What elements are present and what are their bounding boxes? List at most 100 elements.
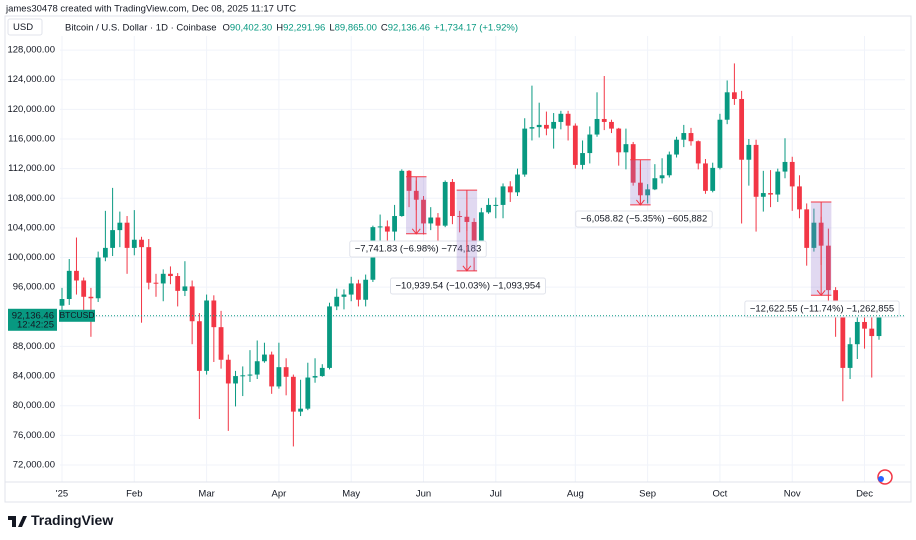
candle-body [493, 204, 499, 206]
candle-body [218, 327, 224, 360]
candle-body [189, 286, 195, 322]
x-tick-label: Jun [416, 489, 431, 500]
candle-body [609, 121, 614, 129]
candle-body [710, 167, 716, 191]
x-tick-label: '25 [56, 489, 68, 500]
candle-body [204, 300, 209, 371]
candle-body [659, 175, 665, 179]
change: +1,734.17 (+1.92%) [434, 22, 518, 33]
candle-body [341, 294, 347, 297]
candle-body [233, 376, 238, 384]
candle-body [334, 296, 340, 307]
candle-body [421, 199, 426, 224]
candle-body [305, 377, 311, 409]
candle-body [168, 273, 173, 277]
candle-body [580, 153, 585, 165]
candle-body [688, 133, 694, 142]
candle-body [811, 222, 817, 248]
range-label-box [390, 277, 546, 295]
candle-body [247, 374, 253, 376]
candle-body [283, 367, 289, 377]
candle-body [565, 113, 571, 126]
x-tick-label: Dec [856, 489, 873, 500]
x-tick-label: Feb [126, 489, 142, 500]
currency[interactable]: USD [13, 22, 33, 33]
x-tick-label: Sep [639, 489, 656, 500]
candle-body [117, 222, 123, 231]
candle-body [348, 283, 354, 295]
candle-body [153, 282, 159, 284]
candle-body [59, 299, 65, 306]
candle-body [384, 226, 390, 232]
candle-body [536, 124, 542, 128]
candle-body [840, 310, 846, 368]
x-tick-label: Mar [198, 489, 214, 500]
candle-body [175, 276, 181, 291]
candle-body [522, 128, 528, 175]
candle-body [435, 217, 441, 226]
candle-body [442, 181, 448, 226]
candle-body [717, 119, 723, 168]
candle-body [269, 354, 275, 387]
candle-body [450, 181, 455, 217]
y-tick-label: 96,000.00 [13, 282, 55, 293]
candle-body [594, 118, 600, 135]
candle-body [587, 134, 593, 154]
candle-body [312, 376, 318, 378]
candle-body [182, 286, 188, 291]
ohlc-key: H [276, 22, 283, 33]
candle-body [377, 226, 383, 228]
y-tick-label: 80,000.00 [13, 400, 55, 411]
candle-body [623, 144, 629, 153]
candle-body [515, 174, 520, 193]
candle-body [782, 161, 788, 172]
y-tick-label: 120,000.00 [7, 104, 55, 115]
candle-body [833, 290, 839, 311]
candle-body [276, 367, 282, 387]
candle-body [74, 270, 79, 281]
candle-body [160, 273, 166, 284]
candle-body [507, 186, 513, 193]
candle-body [630, 144, 636, 183]
candle-body [254, 361, 260, 375]
range-arrowhead [411, 228, 421, 235]
ohlc-value: 89,865.00 [335, 22, 377, 33]
y-tick-label: 84,000.00 [13, 371, 55, 382]
candle-body [363, 279, 369, 300]
currency-box[interactable] [7, 18, 43, 36]
logo: TradingView [8, 512, 113, 528]
ohlc-value: 92,291.96 [283, 22, 325, 33]
candle-body [327, 306, 332, 368]
candle-body [95, 257, 101, 299]
y-tick-label: 128,000.00 [7, 45, 55, 56]
range-arrowhead [462, 265, 472, 272]
candle-body [572, 125, 578, 165]
candle-body [862, 321, 867, 329]
ohlc-key: C [381, 22, 388, 33]
candle-body [225, 359, 231, 384]
candle-body [544, 124, 549, 129]
candle-body [139, 239, 144, 248]
candle-body [775, 171, 781, 195]
candle-body [428, 217, 434, 224]
candle-body [102, 247, 108, 258]
logo-mark [8, 516, 27, 527]
last-price-label: 92,136.46 [12, 310, 54, 321]
candle-body [551, 121, 557, 129]
candle-body [768, 193, 773, 195]
y-tick-label: 72,000.00 [13, 459, 55, 470]
icon-dot [878, 476, 884, 482]
ohlc-key: L [329, 22, 334, 33]
candle-body [406, 170, 412, 191]
candle-body [529, 127, 535, 129]
candle-body [457, 216, 463, 218]
candle-body [131, 239, 137, 248]
candle-body [471, 221, 477, 242]
y-tick-label: 112,000.00 [8, 163, 55, 174]
range-label: −10,939.54 (−10.03%) −1,093,954 [396, 281, 541, 292]
x-tick-label: Nov [784, 489, 801, 500]
candle-body [797, 186, 802, 210]
candle-body [262, 354, 267, 362]
candle-body [876, 316, 882, 337]
